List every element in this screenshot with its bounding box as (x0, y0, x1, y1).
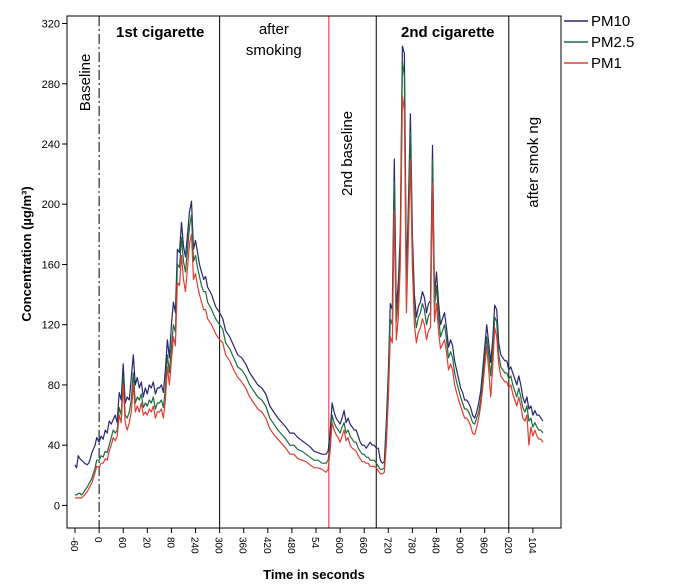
x-tick-label: 020 (502, 537, 513, 554)
series-line-pm1 (75, 95, 544, 499)
y-tick-label: 80 (48, 380, 60, 392)
x-tick-label: 600 (333, 537, 344, 554)
phase-label-4: 2nd baseline (339, 111, 356, 196)
x-tick-label: 420 (261, 537, 272, 554)
phase-label-5: 2nd cigarette (401, 24, 494, 41)
x-tick-label: 60 (116, 537, 127, 549)
x-tick-label: -60 (68, 537, 79, 552)
x-tick-label: 780 (405, 537, 416, 554)
y-tick-label: 200 (42, 199, 60, 211)
y-tick-label: 40 (48, 440, 60, 452)
x-tick-label: 240 (189, 537, 200, 554)
phase-labels: Baseline 1st cigarette after smoking 2nd bas… (77, 21, 542, 208)
y-axis: 0 40 80 120 160 200 240 280 320 (42, 19, 67, 512)
series-lines (74, 45, 544, 499)
x-tick-label: 840 (429, 537, 440, 554)
y-tick-label: 280 (42, 79, 60, 91)
x-tick-label: 104 (526, 537, 537, 554)
x-tick-label: 300 (213, 537, 224, 554)
y-tick-label: 320 (42, 19, 60, 31)
phase-label-6: after smok ng (525, 117, 542, 208)
series-line-pm10 (74, 45, 544, 469)
x-tick-label: 480 (285, 537, 296, 554)
series-line-pm25 (75, 60, 544, 496)
x-tick-label: 360 (237, 537, 248, 554)
y-tick-label: 160 (42, 259, 60, 271)
legend-label: PM10 (591, 13, 630, 30)
x-tick-label: 720 (381, 537, 392, 554)
x-axis: -60 0 60 20 80 240 300 360 420 480 54 600 660 720 780 8… (68, 528, 537, 554)
plot-frame (66, 15, 562, 529)
y-tick-label: 240 (42, 139, 60, 151)
x-axis-title: Time in seconds (263, 567, 365, 582)
phase-label-3: smoking (246, 42, 302, 59)
y-axis-title: Concentration (µg/m³) (19, 186, 34, 321)
x-tick-label: 960 (478, 537, 489, 554)
legend: PM10 PM2.5 PM1 (564, 13, 634, 72)
phase-label-0: Baseline (77, 54, 94, 112)
x-tick-label: 80 (164, 537, 175, 549)
x-tick-label: 20 (140, 537, 151, 549)
y-tick-label: 120 (42, 320, 60, 332)
x-tick-label: 54 (309, 537, 320, 549)
x-tick-label: 0 (92, 537, 103, 543)
phase-label-1: 1st cigarette (116, 24, 204, 41)
x-tick-label: 900 (454, 537, 465, 554)
y-tick-label: 0 (54, 500, 60, 512)
x-tick-label: 660 (357, 537, 368, 554)
legend-label: PM1 (591, 55, 622, 72)
legend-label: PM2.5 (591, 34, 634, 51)
phase-label-2: after (259, 21, 289, 38)
